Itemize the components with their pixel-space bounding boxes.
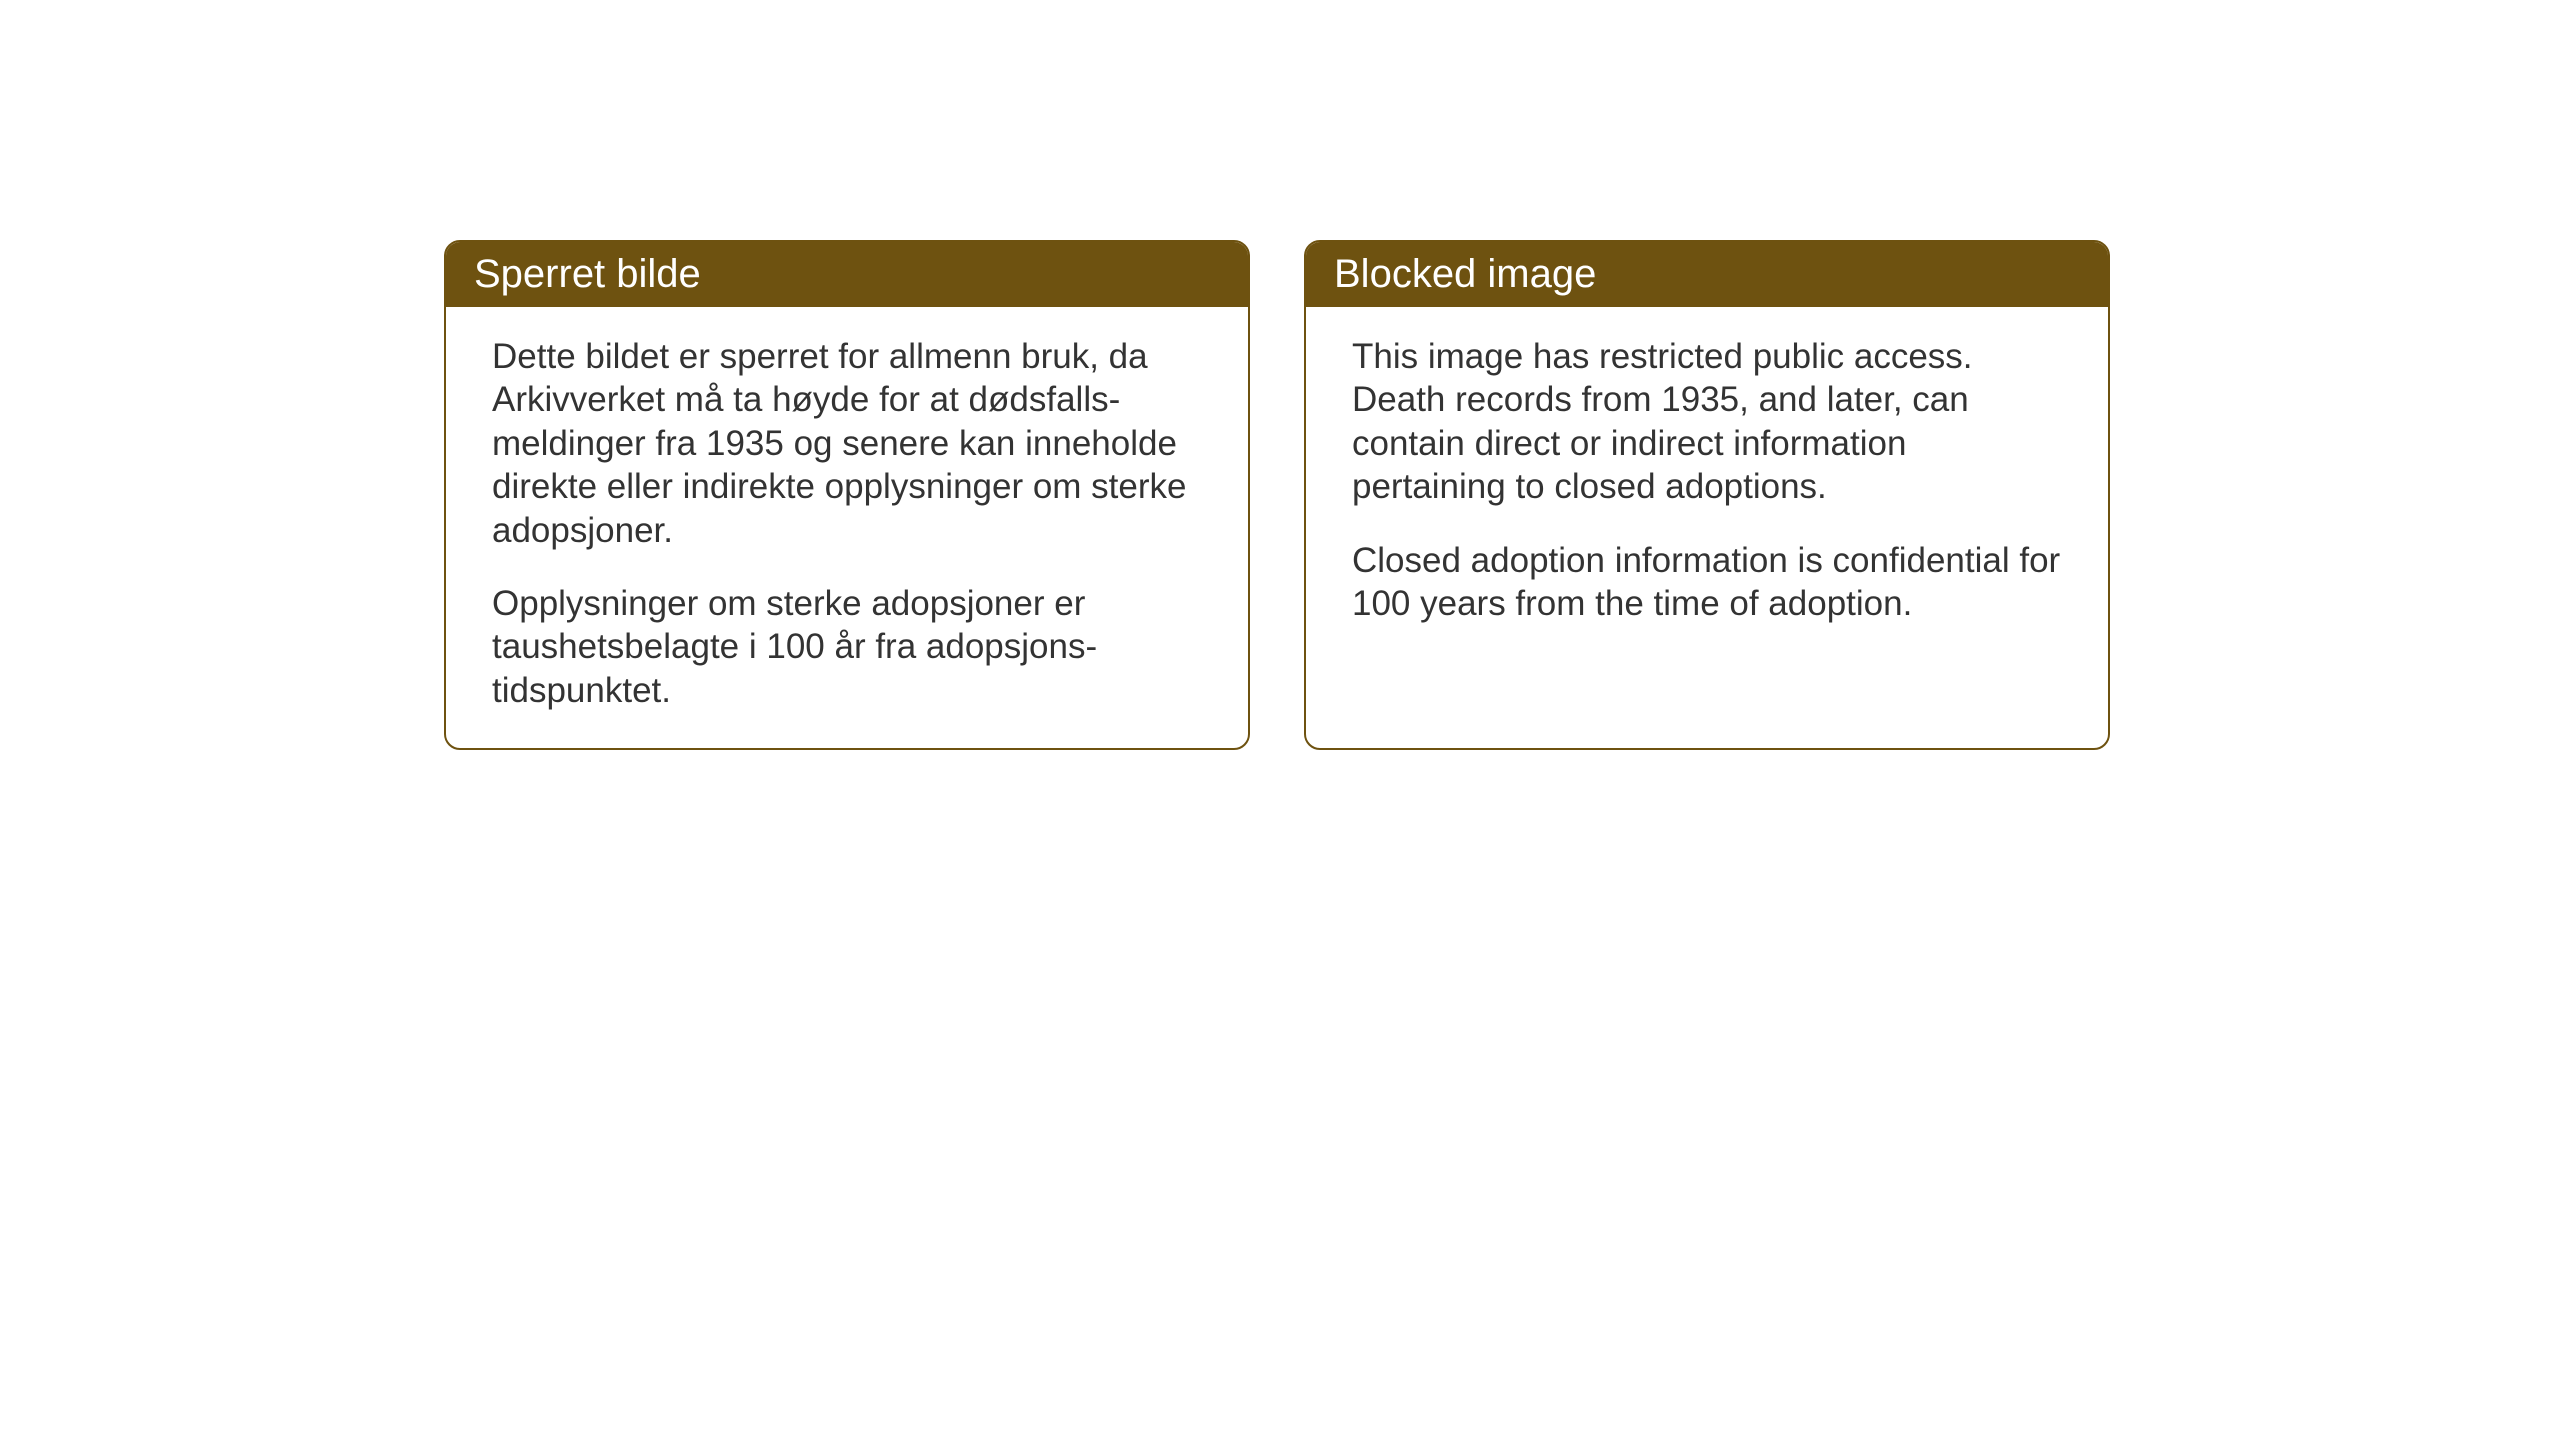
notice-card-norwegian: Sperret bilde Dette bildet er sperret fo…	[444, 240, 1250, 750]
paragraph-norwegian-2: Opplysninger om sterke adopsjoner er tau…	[492, 582, 1202, 712]
paragraph-norwegian-1: Dette bildet er sperret for allmenn bruk…	[492, 335, 1202, 552]
paragraph-english-1: This image has restricted public access.…	[1352, 335, 2062, 509]
card-body-english: This image has restricted public access.…	[1306, 307, 2108, 661]
card-header-norwegian: Sperret bilde	[446, 242, 1248, 307]
notice-card-english: Blocked image This image has restricted …	[1304, 240, 2110, 750]
notice-container: Sperret bilde Dette bildet er sperret fo…	[444, 240, 2110, 750]
paragraph-english-2: Closed adoption information is confident…	[1352, 539, 2062, 626]
card-body-norwegian: Dette bildet er sperret for allmenn bruk…	[446, 307, 1248, 748]
card-header-english: Blocked image	[1306, 242, 2108, 307]
